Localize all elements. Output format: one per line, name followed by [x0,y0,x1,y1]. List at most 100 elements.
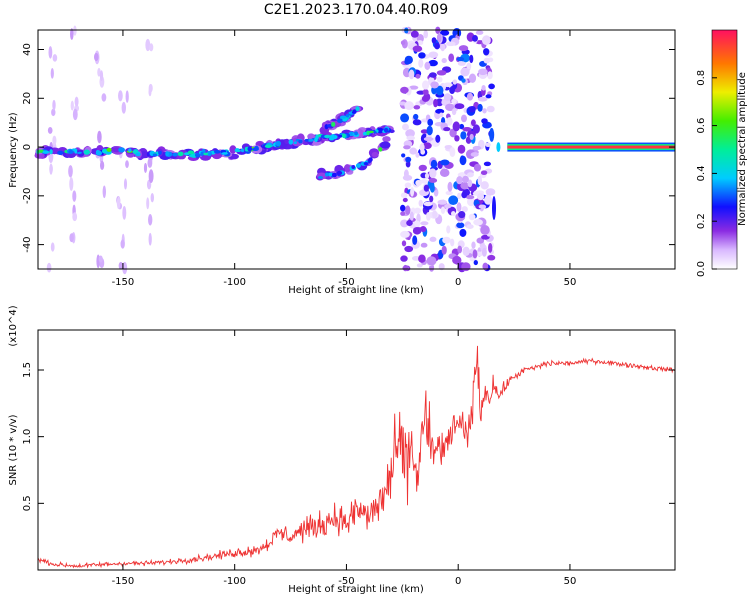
scatter-blob [477,175,483,186]
ridge-core [158,150,162,155]
scatter-blob [399,101,407,106]
scatter-blob [400,211,406,216]
scatter-blob [461,114,467,123]
scatter-blob [420,225,427,233]
scatter-blob [466,197,476,207]
colorbar-tick-label: 0.6 [696,118,707,134]
ridge-core [336,170,343,176]
scatter-blob [454,135,460,142]
colorbar: 0.0 0.2 0.4 0.6 0.8 Normalized spectral ampl… [696,29,748,277]
scatter-blob [472,249,478,259]
scatter-blob [452,121,461,132]
top-x-tick-label: 50 [564,277,577,288]
top-x-tick-label: -150 [112,277,135,288]
scatter-blob [409,211,414,221]
scatter-blob [428,72,437,78]
ridge-core [240,148,245,153]
faint-scatter-mark [150,192,155,203]
scatter-blob [473,219,483,226]
scatter-blob [419,143,425,152]
faint-scatter-mark [74,96,79,107]
scatter-blob [485,188,496,196]
ridge-core [101,148,108,154]
faint-scatter-mark [147,158,153,168]
scatter-blob [428,51,439,59]
scatter-blob [459,123,465,130]
scatter-blob [402,174,413,181]
scatter-blob [436,76,443,83]
scatter-blob [403,145,411,150]
scatter-blob [446,117,453,126]
scatter-blob [443,127,451,132]
bottom-x-tick-label: -100 [223,576,246,587]
ridge-core [284,138,290,145]
ridge-core [247,146,253,152]
ridge-core [354,131,358,136]
ridge-core [244,146,249,152]
faint-scatter-mark [72,190,77,202]
ridge-core [200,151,204,157]
ridge-core [366,130,370,136]
top-y-tick-label: -40 [22,236,33,252]
faint-scatter-mark [148,232,152,246]
snr-series-line [37,345,676,569]
scatter-blob [462,126,472,132]
scatter-blob [456,176,463,185]
scatter-blob [476,237,485,244]
scatter-blob [418,254,426,263]
scatter-blob [480,170,488,176]
scatter-blob [460,131,467,140]
scatter-blob [439,112,444,118]
bottom-y-ticks: 0.5 1.0 1.5 [22,362,675,511]
scatter-blob [482,262,489,271]
scatter-blob [428,59,438,67]
scatter-blob [478,204,487,209]
ridge-core [83,149,91,155]
scatter-blob [458,211,466,219]
scatter-blob [483,48,490,56]
scatter-blob [435,134,441,143]
faint-scatter-mark [148,214,153,226]
ridge-core [146,152,150,157]
scatter-blob [416,263,423,268]
ridge-core [74,148,78,154]
scatter-blob [447,181,453,192]
scatter-blob [415,152,420,158]
scatter-blob [434,42,440,50]
faint-scatter-mark [125,160,129,168]
scatter-blob [422,80,430,90]
faint-scatter-mark [118,261,123,270]
scatter-blob [444,204,452,209]
faint-scatter-mark [47,126,53,134]
ridge-core [317,176,324,179]
ridge-core [49,149,53,155]
ridge-core [298,139,303,144]
faint-scatter-mark [146,197,150,210]
ridge-core [341,133,346,139]
scatter-blob [429,195,434,203]
steady-tone-core [507,145,675,149]
bottom-y-tick-label: 0.5 [22,495,33,511]
faint-scatter-mark [48,46,53,59]
ridge-core [206,150,212,157]
bottom-x-ticks: -150 -100 -50 0 50 [112,330,576,587]
scatter-blob [465,149,476,160]
scatter-blob [466,224,474,229]
chart-title: C2E1.2023.170.04.40.R09 [264,2,448,18]
scatter-blob [420,129,429,134]
scatter-blob [461,206,468,213]
faint-scatter-mark [50,242,55,252]
scatter-blob [487,71,493,80]
spectrogram-frame [37,29,676,270]
scatter-blob [451,211,456,217]
scatter-blob [469,133,474,140]
scatter-blob [440,43,446,52]
scatter-blob [431,37,437,44]
ridge-core [133,149,139,153]
scatter-blob [477,103,483,112]
scatter-blob [483,57,490,64]
faint-scatter-mark [52,54,58,62]
ridge-halo [379,141,391,149]
ridge-core [373,131,377,134]
scatter-blob [406,135,416,141]
